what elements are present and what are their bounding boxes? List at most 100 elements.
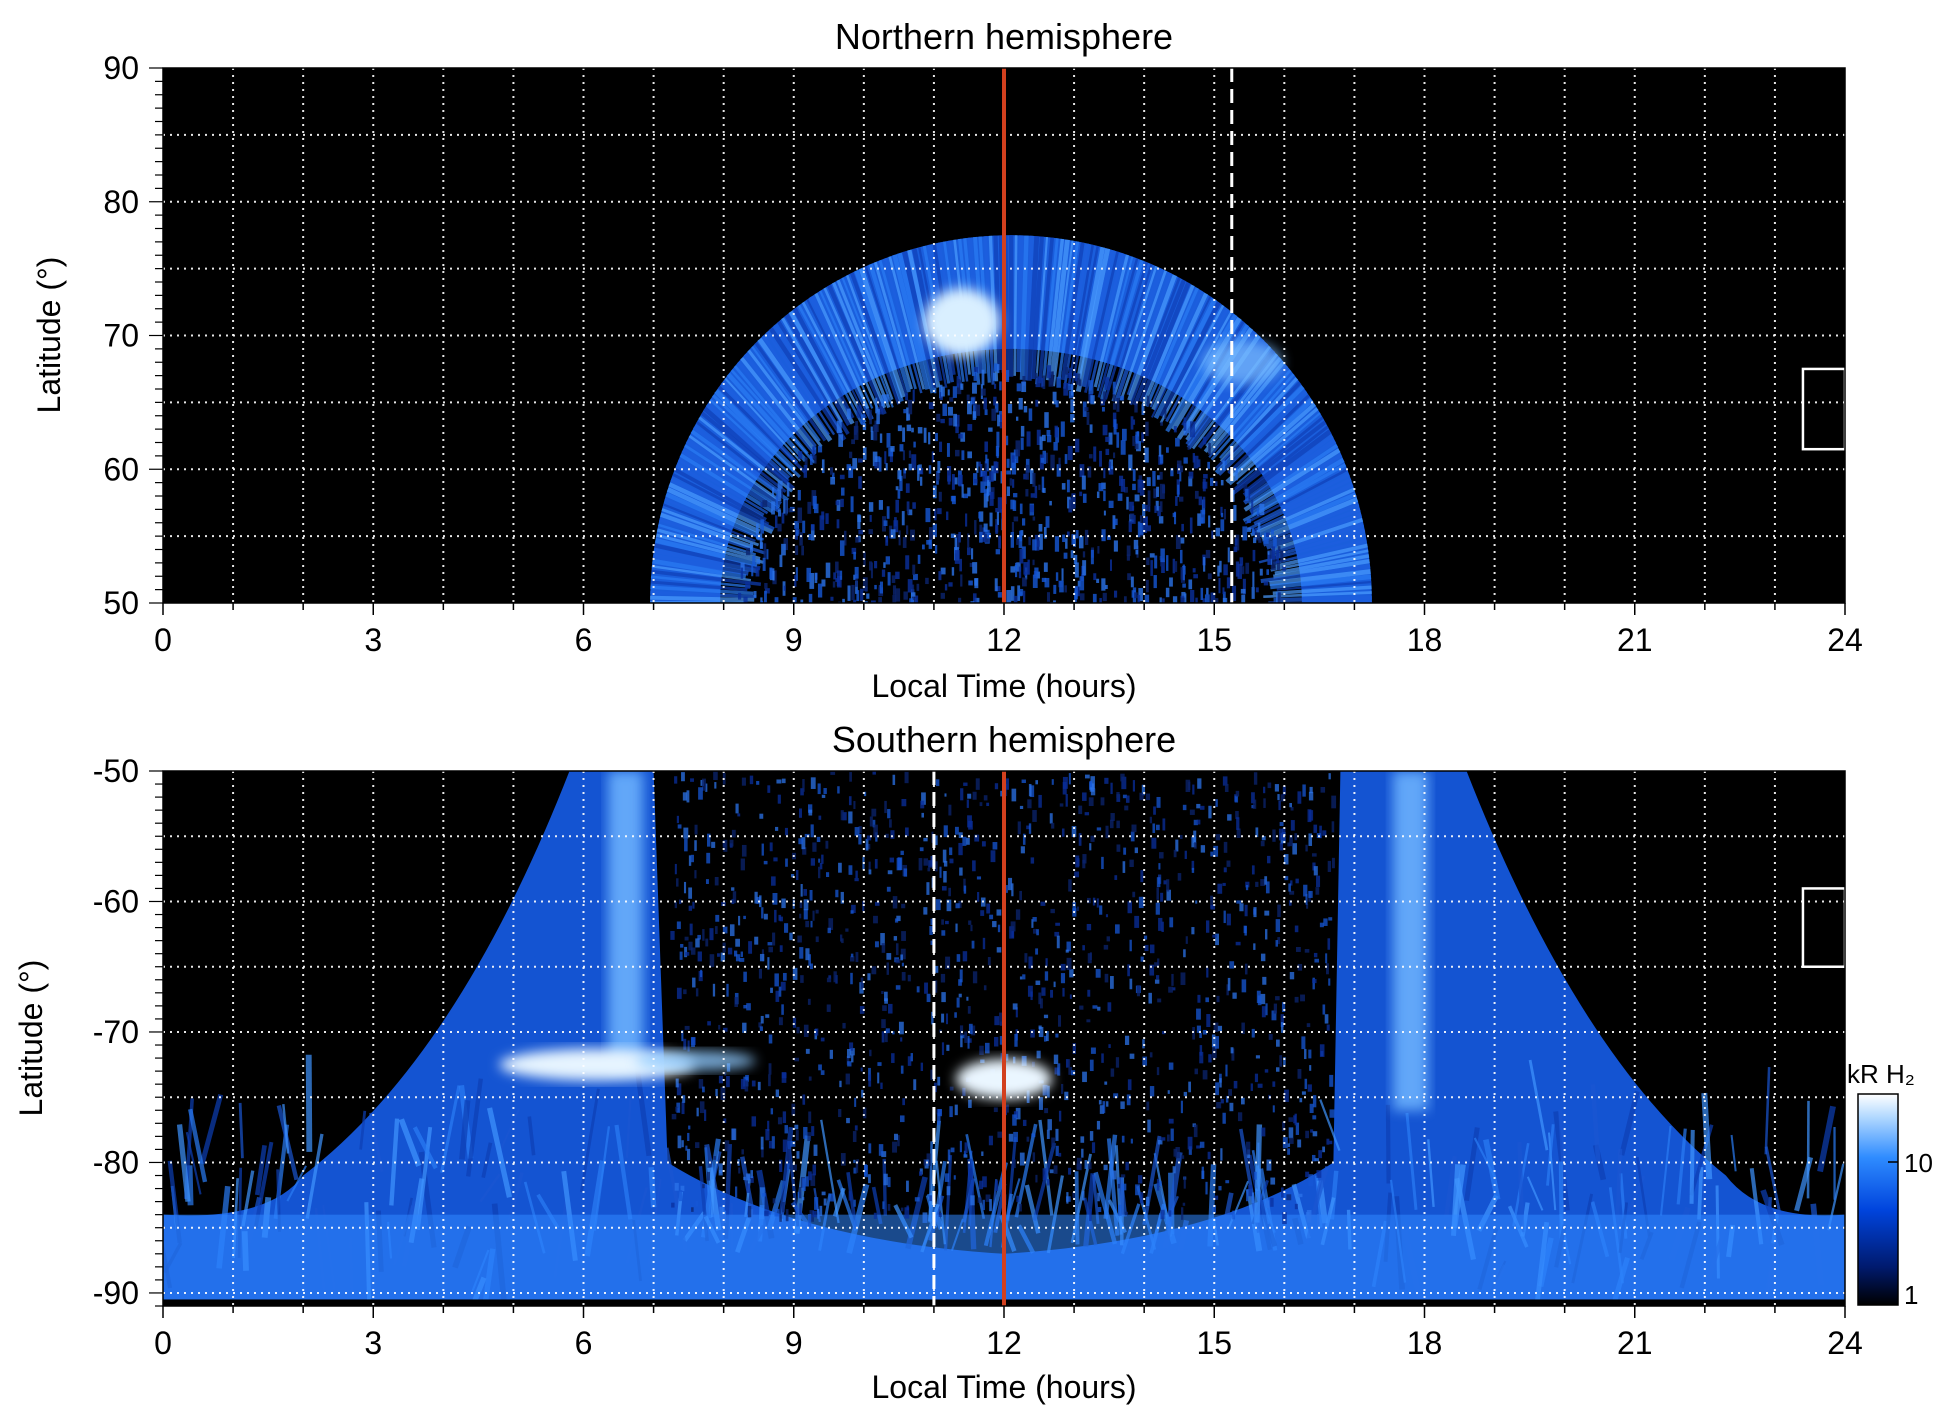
south-cap-patch (702, 778, 706, 791)
south-cap-patch (904, 1207, 910, 1219)
north-cap-patch (852, 458, 858, 470)
south-cap-patch (1167, 1134, 1170, 1142)
south-cap-patch (671, 1113, 677, 1120)
south-cap-patch (1082, 1071, 1087, 1083)
south-cap-patch (705, 783, 708, 792)
north-cap-patch (1090, 549, 1094, 565)
north-cap-patch (1180, 595, 1185, 603)
south-cap-patch (1061, 828, 1065, 837)
south-cap-patch (1123, 847, 1127, 855)
south-cap-patch (1320, 787, 1326, 793)
north-cap-patch (979, 531, 983, 543)
north-cap-patch (1186, 420, 1191, 434)
south-cap-patch (762, 1193, 766, 1197)
south-cap-patch (1158, 917, 1163, 931)
north-cap-patch (1079, 491, 1083, 497)
south-cap-patch (929, 926, 933, 935)
south-cap-patch (921, 792, 926, 805)
north-cap-patch (903, 591, 908, 600)
north-oval-streak (1093, 254, 1129, 388)
south-cap-patch (1074, 871, 1080, 878)
south-cap-patch (958, 832, 963, 838)
north-cap-patch (1025, 489, 1029, 497)
north-cap-patch (839, 570, 843, 580)
north-cap-patch (978, 511, 981, 519)
north-oval-streak (1271, 517, 1364, 552)
south-cap-patch (839, 1080, 842, 1088)
south-cap-patch (808, 1171, 812, 1181)
north-cap-patch (785, 499, 788, 516)
north-cap-patch (1108, 432, 1113, 445)
south-cap-patch (1151, 837, 1157, 849)
south-oval-streak (648, 1167, 657, 1208)
south-cap-patch (734, 1186, 738, 1198)
north-oval-streak (1030, 236, 1044, 380)
south-cap-patch (867, 973, 871, 981)
south-cap-patch (1236, 900, 1242, 904)
north-cap-patch (1061, 483, 1066, 490)
north-cap-patch (1141, 404, 1145, 415)
south-cap-patch (1019, 890, 1023, 901)
south-cap-patch (1272, 829, 1276, 842)
south-cap-patch (967, 815, 972, 828)
north-cap-patch (888, 447, 894, 457)
south-cap-patch (1215, 933, 1220, 946)
north-oval-streak (784, 313, 852, 427)
south-cap-patch (1103, 1164, 1108, 1171)
north-cap-patch (812, 495, 817, 509)
south-cap-patch (680, 1185, 685, 1192)
north-oval-streak (1273, 538, 1367, 565)
north-cap-patch (1211, 530, 1214, 539)
south-cap-patch (1287, 842, 1290, 847)
south-cap-patch (986, 802, 990, 807)
south-cap-patch (734, 997, 738, 1007)
north-cap-patch (933, 387, 937, 394)
south-cap-patch (958, 979, 962, 986)
south-cap-patch (1022, 1119, 1027, 1127)
north-oval-streak (650, 575, 751, 589)
north-cap-patch (1040, 377, 1044, 388)
north-cap-patch (1034, 567, 1039, 576)
north-cap-patch (777, 480, 783, 489)
north-cap-patch (920, 476, 923, 486)
south-cap-patch (1087, 989, 1091, 997)
south-cap-patch (778, 1017, 783, 1026)
north-cap-patch (1041, 577, 1047, 583)
north-cap-patch (1026, 431, 1031, 447)
south-cap-patch (901, 798, 907, 807)
north-cap-patch (863, 577, 868, 592)
south-cap-patch (1031, 1133, 1036, 1138)
north-cap-patch (1182, 583, 1186, 588)
south-cap-patch (1071, 826, 1077, 838)
south-oval-streak (1558, 1109, 1567, 1190)
south-cap-patch (1120, 1174, 1126, 1178)
south-cap-patch (685, 952, 690, 956)
south-cap-patch (863, 1107, 867, 1119)
south-cap-patch (1294, 925, 1299, 933)
south-cap-patch (776, 779, 782, 784)
south-cap-patch (945, 956, 951, 969)
south-cap-patch (1235, 941, 1241, 946)
south-cap-patch (893, 936, 898, 941)
north-cap-patch (1172, 596, 1178, 603)
north-cap-patch (974, 578, 979, 589)
south-cap-patch (1154, 962, 1159, 967)
south-cap-patch (942, 849, 947, 863)
north-oval-streak (1165, 307, 1229, 423)
north-cap-patch (911, 592, 916, 597)
south-cap-patch (1193, 830, 1197, 843)
south-cap-patch (1054, 931, 1060, 937)
south-cap-patch (1149, 944, 1155, 954)
south-cap-patch (968, 1099, 972, 1108)
north-cap-patch (1160, 558, 1165, 567)
north-cap-patch (1032, 516, 1036, 521)
south-cap-patch (854, 1097, 857, 1107)
south-cap-patch (801, 1197, 805, 1201)
north-cap-patch (1154, 505, 1157, 513)
north-cap-patch (876, 408, 880, 425)
north-cap-patch (1215, 527, 1220, 537)
south-cap-patch (900, 1207, 904, 1212)
south-cap-patch (963, 878, 966, 892)
south-cap-patch (689, 923, 693, 936)
north-cap-patch (1067, 445, 1073, 461)
